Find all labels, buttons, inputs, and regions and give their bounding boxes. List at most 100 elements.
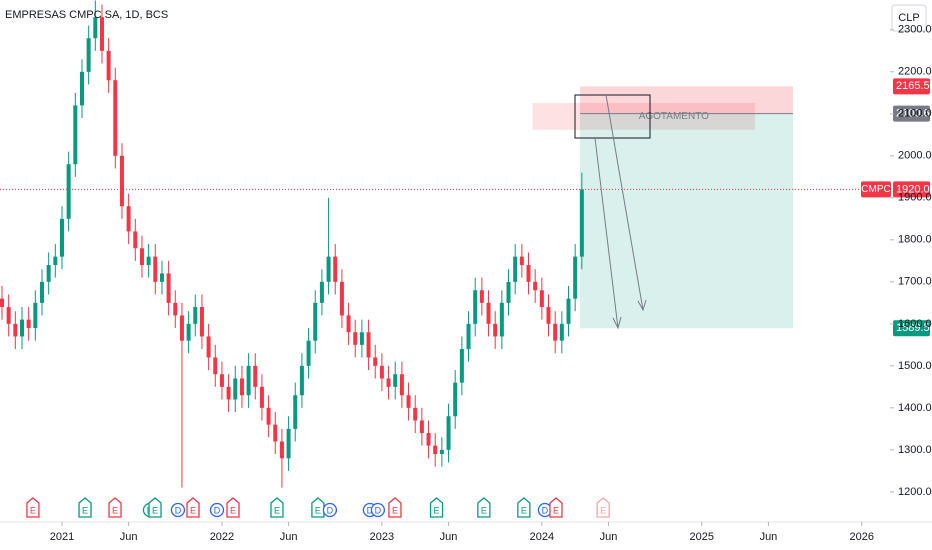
y-tick-label: 1200.0: [898, 486, 932, 498]
candle-body: [319, 281, 324, 303]
candle-body: [379, 365, 384, 379]
y-tick-label: 1500.0: [898, 360, 932, 372]
event-label: D: [375, 505, 382, 515]
candle-body: [313, 302, 318, 341]
candle-body: [519, 256, 524, 266]
candle-body: [86, 38, 91, 72]
candle-body: [93, 17, 98, 39]
arrow: [594, 137, 619, 329]
currency-label[interactable]: CLP: [898, 12, 919, 24]
event-marker: [477, 497, 491, 518]
x-tick-label: 2022: [210, 531, 234, 543]
event-marker: [209, 502, 225, 518]
candle-body: [406, 395, 411, 408]
event-label: E: [190, 505, 196, 515]
x-tick-label: 2023: [370, 531, 394, 543]
candles: [0, 0, 584, 488]
candle-body: [359, 332, 364, 345]
candle-body: [19, 319, 24, 337]
candle-body: [33, 302, 38, 329]
event-marker: [186, 497, 200, 518]
entry-tag-bg: [893, 105, 930, 122]
event-marker: [226, 497, 240, 518]
candle-body: [179, 315, 184, 341]
candle-body: [533, 281, 538, 291]
y-tick-label: 2300.0: [898, 24, 932, 36]
candle-body: [153, 256, 158, 282]
event-label: E: [553, 505, 559, 515]
y-tick-label: 1900.0: [898, 192, 932, 204]
candle-body: [339, 281, 344, 316]
candle-body: [106, 50, 111, 81]
candle-body: [546, 307, 551, 324]
candle-body: [13, 323, 18, 337]
candle-body: [499, 302, 504, 337]
x-tick-label: 2026: [850, 531, 874, 543]
candle-body: [293, 395, 298, 429]
candle-body: [186, 323, 191, 341]
event-label: E: [112, 505, 118, 515]
candle-body: [553, 323, 558, 341]
event-marker: [596, 497, 610, 518]
candle-body: [79, 71, 84, 106]
event-marker: [517, 497, 531, 518]
candle-body: [126, 206, 131, 232]
candle-body: [239, 378, 244, 396]
entry-tag: 2100.6: [896, 107, 930, 119]
candle-body: [419, 420, 424, 434]
candle-body: [233, 378, 238, 400]
event-label: E: [82, 505, 88, 515]
chart-title: EMPRESAS CMPC SA, 1D, BCS: [5, 9, 168, 21]
event-label: E: [521, 505, 527, 515]
exhaustion-zone: [532, 102, 756, 130]
candle-body: [439, 449, 444, 455]
candle-body: [206, 336, 211, 358]
candle-body: [453, 382, 458, 417]
annotation-box: [574, 94, 651, 139]
candle-body: [526, 265, 531, 282]
zone-label: AGOTAMENTO: [639, 111, 709, 122]
candle-body: [0, 298, 4, 308]
candle-body: [226, 386, 231, 400]
candle-body: [99, 17, 104, 51]
event-marker: [78, 497, 92, 518]
x-tick-label: 2024: [530, 531, 554, 543]
candle-body: [146, 256, 151, 266]
arrow-head: [637, 299, 647, 312]
candle-body: [199, 307, 204, 337]
candle-body: [346, 315, 351, 333]
event-label: E: [230, 505, 236, 515]
candle-body: [333, 256, 338, 282]
candle-body: [566, 298, 571, 324]
y-tick-label: 1800.0: [898, 234, 932, 246]
stop-zone: [579, 86, 793, 114]
x-tick-label: Jun: [120, 531, 138, 543]
event-label: D: [542, 505, 549, 515]
candle-body: [426, 433, 431, 446]
x-tick-label: Jun: [760, 531, 778, 543]
event-marker: [270, 497, 284, 518]
candle-body: [506, 281, 511, 303]
candle-body: [59, 218, 64, 257]
candle-body: [193, 307, 198, 324]
candle-body: [373, 357, 378, 366]
candle-body: [393, 374, 398, 387]
candle-body: [39, 281, 44, 303]
candle-body: [306, 340, 311, 366]
event-label: E: [30, 505, 36, 515]
y-tick-label: 1700.0: [898, 276, 932, 288]
event-label: E: [152, 505, 158, 515]
event-label: D: [367, 505, 374, 515]
currency-button[interactable]: [891, 4, 927, 32]
candle-body: [53, 256, 58, 266]
candle-body: [513, 256, 518, 282]
candle-body: [539, 290, 544, 308]
event-marker: [429, 497, 444, 518]
arrow-head: [612, 316, 622, 330]
candle-body: [386, 378, 391, 387]
event-label: E: [481, 505, 487, 515]
last-price-tag-bg: [893, 181, 930, 198]
x-tick-label: Jun: [440, 531, 458, 543]
candle-body: [559, 323, 564, 341]
candle-body: [366, 332, 371, 358]
